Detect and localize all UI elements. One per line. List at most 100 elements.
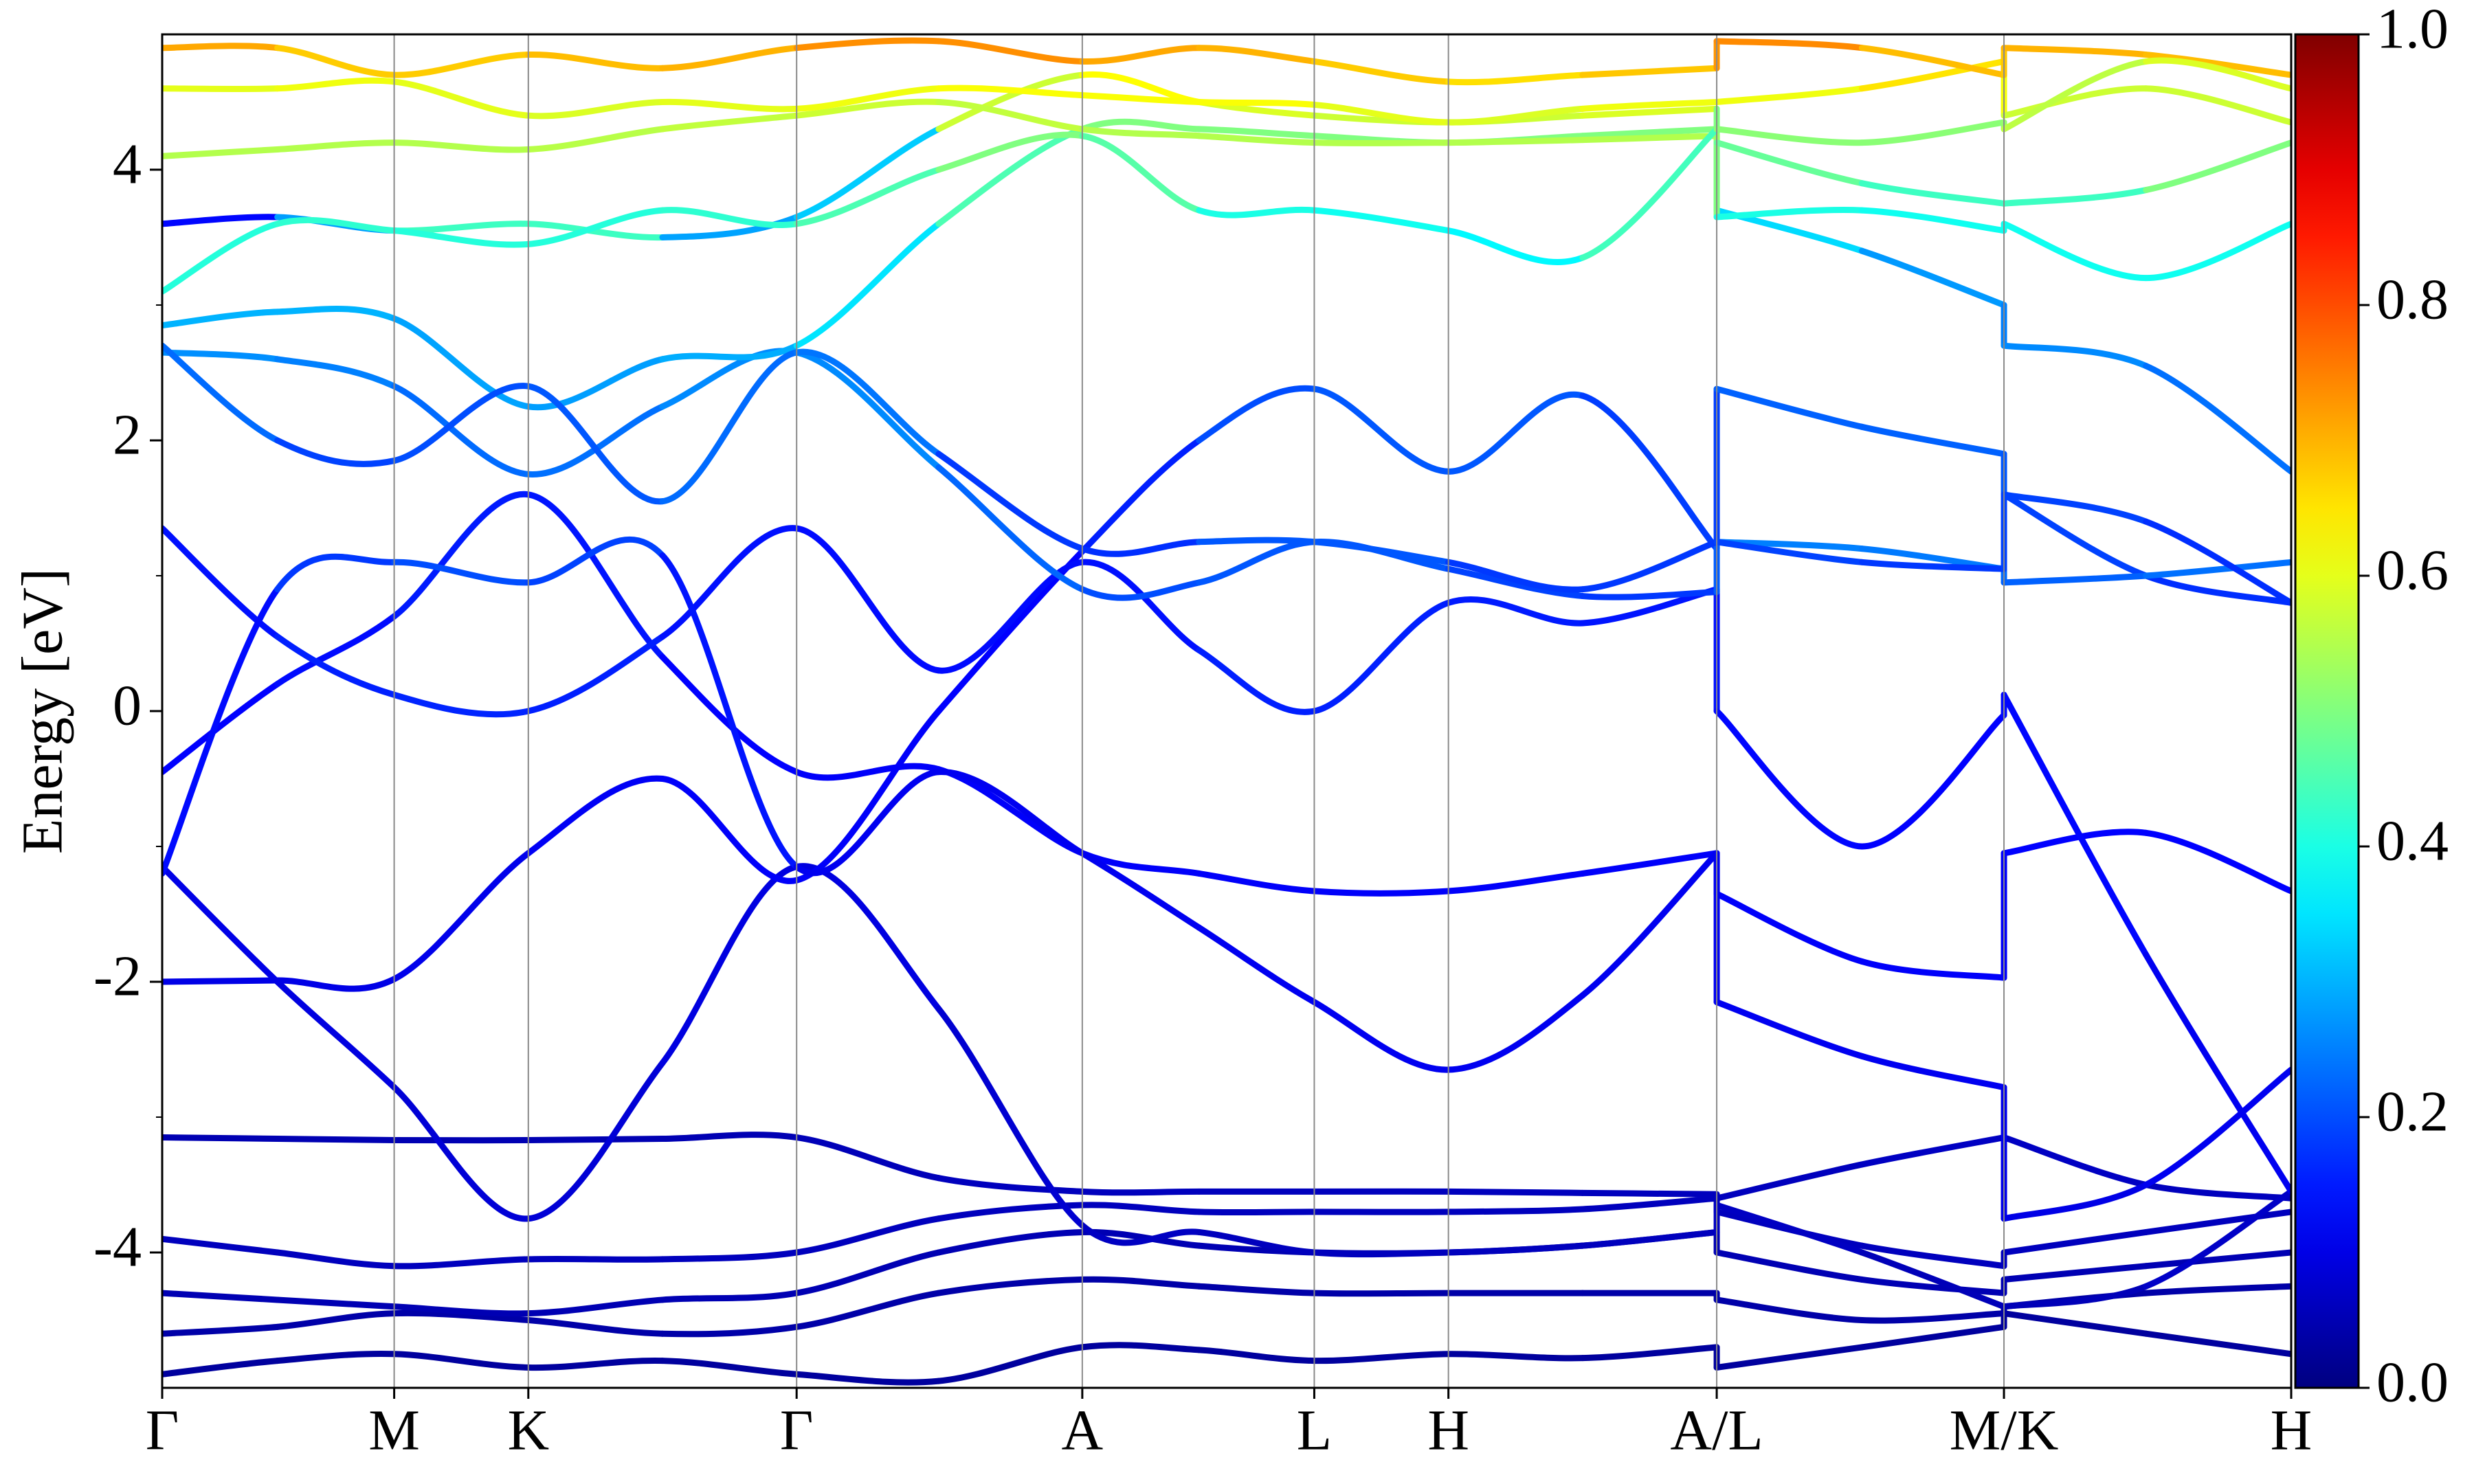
band-segment	[1713, 126, 1865, 146]
band-segment	[659, 1290, 800, 1303]
x-tick-label: L	[1297, 1398, 1332, 1462]
band-segment	[391, 383, 532, 464]
band-segment	[1196, 924, 1317, 1006]
band-segment	[2001, 1310, 2150, 1337]
band-segment	[1196, 1208, 1317, 1216]
band-segment	[1196, 385, 1317, 444]
band-segment	[1713, 38, 1865, 52]
band-segment	[525, 1296, 666, 1317]
band-segment	[1196, 206, 1317, 218]
band-segment	[935, 71, 1086, 133]
band-segment	[1445, 1206, 1586, 1215]
band-segment	[2001, 829, 2150, 857]
band-segment	[935, 769, 1086, 857]
band-segment	[1445, 1351, 1586, 1362]
band-segment	[2143, 1182, 2291, 1202]
band-segment	[659, 1249, 800, 1263]
band-segment	[659, 342, 800, 363]
band-segment	[1713, 1249, 1865, 1283]
band-segment	[935, 559, 1086, 674]
band-segment	[162, 1323, 281, 1337]
band-segment	[525, 403, 666, 477]
band-segment	[1196, 537, 1317, 546]
band-segment	[2143, 1330, 2291, 1358]
band-segment	[162, 146, 281, 159]
band-segment	[391, 221, 532, 234]
band-segment	[1079, 1188, 1203, 1196]
band-segment	[1713, 999, 1865, 1059]
band-segment	[935, 464, 1086, 593]
band-segment	[525, 99, 666, 120]
band-segment	[1858, 1134, 2007, 1168]
band-segment	[2143, 952, 2291, 1195]
band-segment	[162, 586, 281, 877]
band-segment	[793, 37, 942, 52]
band-segment	[162, 864, 281, 985]
band-segment	[1311, 1290, 1452, 1297]
band-segment	[525, 1317, 666, 1337]
band-segment	[2001, 1263, 2150, 1283]
band-segment	[1713, 1161, 1865, 1202]
band-segment	[2001, 1283, 2150, 1310]
band-segment	[1079, 437, 1203, 555]
band-segment	[274, 45, 398, 78]
band-segment	[659, 112, 800, 133]
band-segment	[793, 85, 942, 112]
band-segment	[935, 38, 1086, 65]
band-segment	[2143, 85, 2291, 126]
band-segment	[1079, 1276, 1203, 1290]
band-segment	[2001, 572, 2150, 586]
band-segment	[391, 78, 532, 119]
y-tick-label: 2	[113, 403, 142, 466]
band-segment	[162, 681, 281, 776]
band-segment	[1713, 708, 1865, 850]
band-segment	[1196, 870, 1317, 895]
band-segment	[274, 976, 398, 992]
band-segment	[935, 85, 1086, 99]
band-segment	[391, 1303, 532, 1317]
band-segment	[1858, 180, 2007, 207]
band-segment	[1858, 1242, 2007, 1270]
band-segment	[162, 221, 281, 295]
band-segment	[1445, 391, 1586, 475]
band-segment	[1579, 392, 1720, 552]
band-segment	[659, 552, 800, 870]
band-segment	[525, 52, 666, 71]
band-segment	[793, 348, 942, 458]
band-segment	[659, 776, 800, 884]
band-segment	[1579, 850, 1720, 999]
band-segment	[1858, 1323, 2007, 1351]
band-segment	[793, 769, 942, 877]
band-segment	[1445, 71, 1586, 86]
band-segment	[1196, 99, 1317, 108]
band-segment	[1858, 1310, 2007, 1324]
band-segment	[525, 356, 666, 411]
band-segment	[391, 1256, 532, 1270]
band-segment	[1079, 850, 1203, 877]
band-segment	[274, 1249, 398, 1270]
band-segment	[1445, 227, 1586, 266]
band-segment	[2001, 1228, 2150, 1256]
band-segment	[1079, 579, 1203, 601]
band-segment	[1445, 565, 1586, 600]
band-segment	[1858, 58, 2007, 92]
band-segment	[1713, 385, 1865, 430]
colorbar	[2294, 33, 2360, 1389]
band-segment	[793, 221, 942, 349]
band-segment	[391, 52, 532, 78]
band-segment	[1311, 385, 1452, 475]
band-segment	[162, 308, 281, 329]
band-segment	[274, 553, 398, 593]
band-segment	[793, 1371, 942, 1386]
band-segment	[935, 1276, 1086, 1296]
band-segment	[391, 691, 532, 718]
band-segment	[525, 207, 666, 247]
band-segment	[1079, 850, 1203, 931]
band-segment	[2143, 518, 2291, 606]
x-tick-label: A/L	[1670, 1398, 1763, 1462]
band-segment	[525, 775, 666, 857]
y-tick-label: 0	[113, 673, 142, 737]
band-segment	[1579, 1228, 1720, 1249]
band-segment	[1579, 850, 1720, 877]
band-segment	[1311, 599, 1452, 715]
